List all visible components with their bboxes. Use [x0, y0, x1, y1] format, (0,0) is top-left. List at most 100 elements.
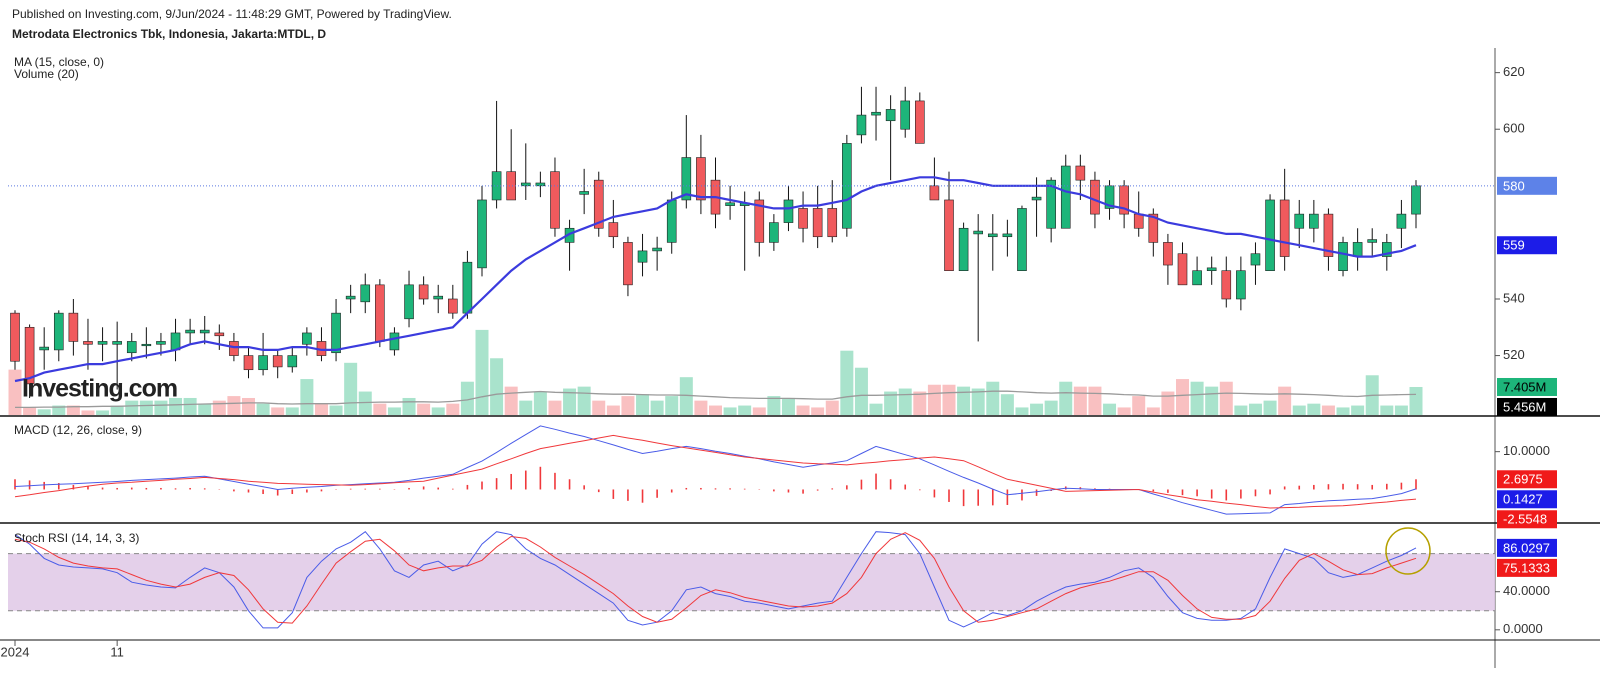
histogram-bar	[889, 479, 892, 490]
volume-bar	[752, 407, 766, 415]
volume-bar	[796, 405, 810, 415]
last-price-label-box	[1497, 176, 1557, 195]
candle-body	[1323, 213, 1334, 257]
histogram-bar	[1356, 484, 1359, 490]
volume-bar	[110, 405, 124, 415]
histogram-bar	[1313, 484, 1315, 490]
candle-body	[491, 171, 502, 201]
histogram-bar	[568, 479, 571, 490]
candle-body	[477, 199, 487, 269]
candle-body	[404, 284, 414, 320]
band	[8, 553, 1495, 611]
candle-body	[302, 332, 312, 345]
candle-body	[944, 199, 954, 271]
histogram-bar	[174, 488, 177, 490]
volume-bar	[636, 394, 650, 415]
histogram-bar	[320, 489, 323, 492]
histogram-bar	[846, 485, 848, 490]
candle-body	[185, 329, 195, 334]
volume-bar	[1409, 386, 1423, 415]
histogram-bar	[495, 478, 498, 490]
candle-body	[1148, 213, 1159, 243]
histogram-bar	[1254, 489, 1257, 497]
histogram-bar	[262, 489, 264, 495]
candle-body	[1221, 270, 1232, 300]
candle-body	[1090, 179, 1100, 215]
candle-body	[126, 341, 137, 354]
histogram-bar	[1386, 483, 1388, 490]
volume-bar	[504, 386, 518, 415]
volume-bar	[198, 403, 212, 415]
histogram-bar	[554, 472, 556, 490]
macd-legend: MACD (12, 26, close, 9)	[14, 423, 142, 437]
histogram-bar	[306, 489, 308, 493]
x-tick-label: 2024	[1, 644, 30, 659]
candle-body	[331, 312, 341, 354]
ma-value-label-box	[1497, 236, 1557, 255]
candle-body	[579, 191, 589, 195]
volume-bar	[563, 388, 577, 415]
histogram-bar	[452, 488, 454, 490]
histogram-bar	[349, 488, 352, 490]
macd-value-label-box	[1497, 490, 1557, 509]
y-tick-label: 600	[1503, 121, 1525, 136]
volume-bar	[242, 397, 255, 415]
volume-bar	[781, 397, 795, 415]
candle-body	[637, 250, 648, 263]
candle-body	[1192, 270, 1202, 286]
histogram-bar	[408, 487, 410, 490]
volume-bar	[37, 409, 51, 415]
histogram-bar	[1415, 479, 1417, 490]
candle-body	[1338, 242, 1348, 271]
volume-bar	[1380, 405, 1394, 415]
volume-bar	[1190, 381, 1204, 415]
volume-bar	[1030, 403, 1044, 415]
histogram-bar	[816, 489, 819, 491]
chart-subtitle: Metrodata Electronics Tbk, Indonesia, Ja…	[12, 27, 326, 41]
candle-body	[987, 233, 998, 238]
volume-bar	[169, 397, 183, 415]
histogram-bar	[379, 488, 381, 490]
volume-bar	[1000, 394, 1014, 415]
candle-body	[856, 114, 867, 136]
histogram-bar	[729, 488, 731, 490]
x-tick-label: 11	[110, 644, 124, 659]
candle-body	[696, 157, 706, 201]
histogram-bar	[875, 473, 877, 490]
y-tick-label: 620	[1503, 64, 1525, 79]
histogram-bar	[291, 489, 294, 495]
volume-bar	[227, 396, 241, 415]
histogram-bar	[714, 488, 717, 490]
volume-bar	[66, 405, 80, 415]
volume-bar	[650, 400, 664, 415]
volume-ma-line	[15, 390, 1417, 409]
volume-bar	[1146, 407, 1160, 415]
histogram-bar	[1327, 484, 1330, 490]
ma-value-label: 559	[1503, 238, 1525, 253]
histogram-bar	[670, 489, 673, 493]
histogram-bar	[1342, 483, 1344, 490]
candle-body	[769, 222, 779, 243]
histogram-bar	[203, 488, 206, 490]
watermark: Investing.com	[22, 375, 177, 403]
histogram-bar	[145, 487, 148, 490]
candle-body	[1031, 196, 1042, 201]
candle-body	[1236, 270, 1246, 300]
macd-line	[14, 425, 1417, 515]
signal-line	[14, 434, 1417, 509]
volume-bar	[387, 407, 401, 415]
k-line	[14, 531, 1417, 629]
volume-bar	[285, 407, 299, 415]
candle-body	[389, 332, 400, 351]
histogram-bar	[1371, 484, 1374, 490]
volume-bar	[300, 379, 314, 415]
volume-bar	[1103, 403, 1117, 415]
histogram-bar	[1181, 489, 1184, 496]
volume-bar	[519, 400, 533, 415]
volume-bar	[709, 405, 722, 415]
histogram-bar	[247, 489, 250, 493]
volume-bar	[840, 350, 854, 415]
y-tick-label: 520	[1503, 347, 1525, 362]
volume-legend: Volume (20)	[14, 67, 79, 81]
